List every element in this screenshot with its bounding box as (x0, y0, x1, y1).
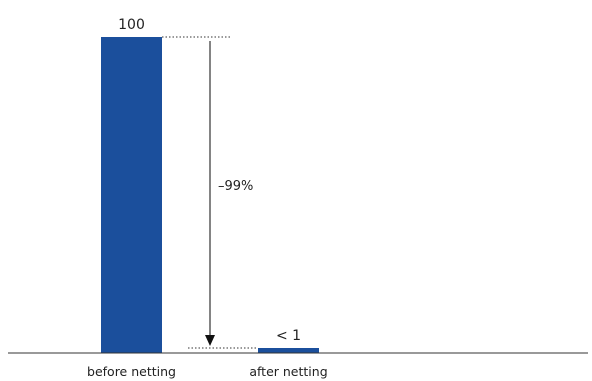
data-label-before-netting: 100 (118, 17, 145, 33)
reduction-arrow-head (205, 335, 215, 346)
bar-after-netting (258, 348, 319, 353)
category-label-after-netting: after netting (249, 364, 327, 379)
category-label-before-netting: before netting (87, 364, 176, 379)
data-label-after-netting: < 1 (276, 328, 301, 344)
bar-before-netting (101, 37, 162, 353)
reduction-annotation: –99% (218, 179, 253, 194)
